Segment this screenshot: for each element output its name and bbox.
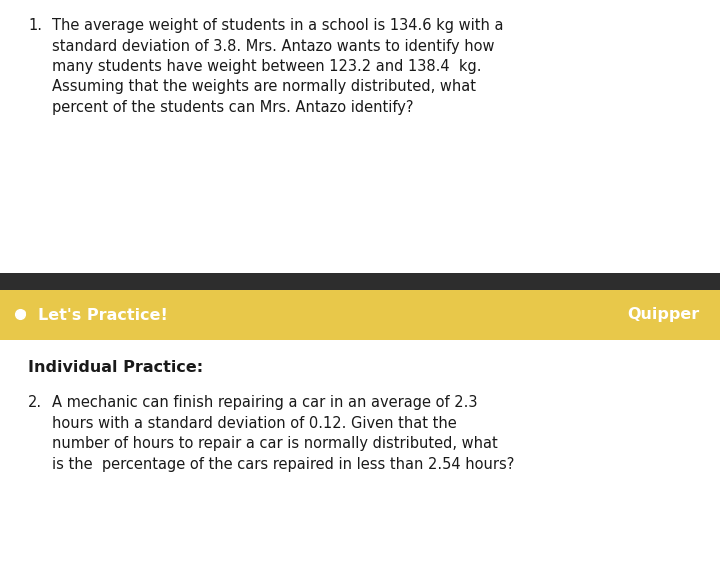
Text: •: • (15, 305, 29, 325)
Text: is the  percentage of the cars repaired in less than 2.54 hours?: is the percentage of the cars repaired i… (52, 456, 514, 472)
Text: 2.: 2. (28, 395, 42, 410)
Text: hours with a standard deviation of 0.12. Given that the: hours with a standard deviation of 0.12.… (52, 416, 456, 430)
Text: many students have weight between 123.2 and 138.4  kg.: many students have weight between 123.2 … (52, 59, 482, 74)
Bar (0, 290, 720, 340)
Text: number of hours to repair a car is normally distributed, what: number of hours to repair a car is norma… (52, 436, 498, 451)
Text: standard deviation of 3.8. Mrs. Antazo wants to identify how: standard deviation of 3.8. Mrs. Antazo w… (52, 38, 495, 54)
Text: Individual Practice:: Individual Practice: (28, 360, 203, 375)
Text: Quipper: Quipper (628, 307, 700, 322)
Text: The average weight of students in a school is 134.6 kg with a: The average weight of students in a scho… (52, 18, 503, 33)
Text: 1.: 1. (28, 18, 42, 33)
Text: Let's Practice!: Let's Practice! (38, 307, 168, 322)
Text: percent of the students can Mrs. Antazo identify?: percent of the students can Mrs. Antazo … (52, 100, 413, 115)
Text: A mechanic can finish repairing a car in an average of 2.3: A mechanic can finish repairing a car in… (52, 395, 477, 410)
Bar (0, 273, 720, 290)
Text: Assuming that the weights are normally distributed, what: Assuming that the weights are normally d… (52, 79, 476, 94)
